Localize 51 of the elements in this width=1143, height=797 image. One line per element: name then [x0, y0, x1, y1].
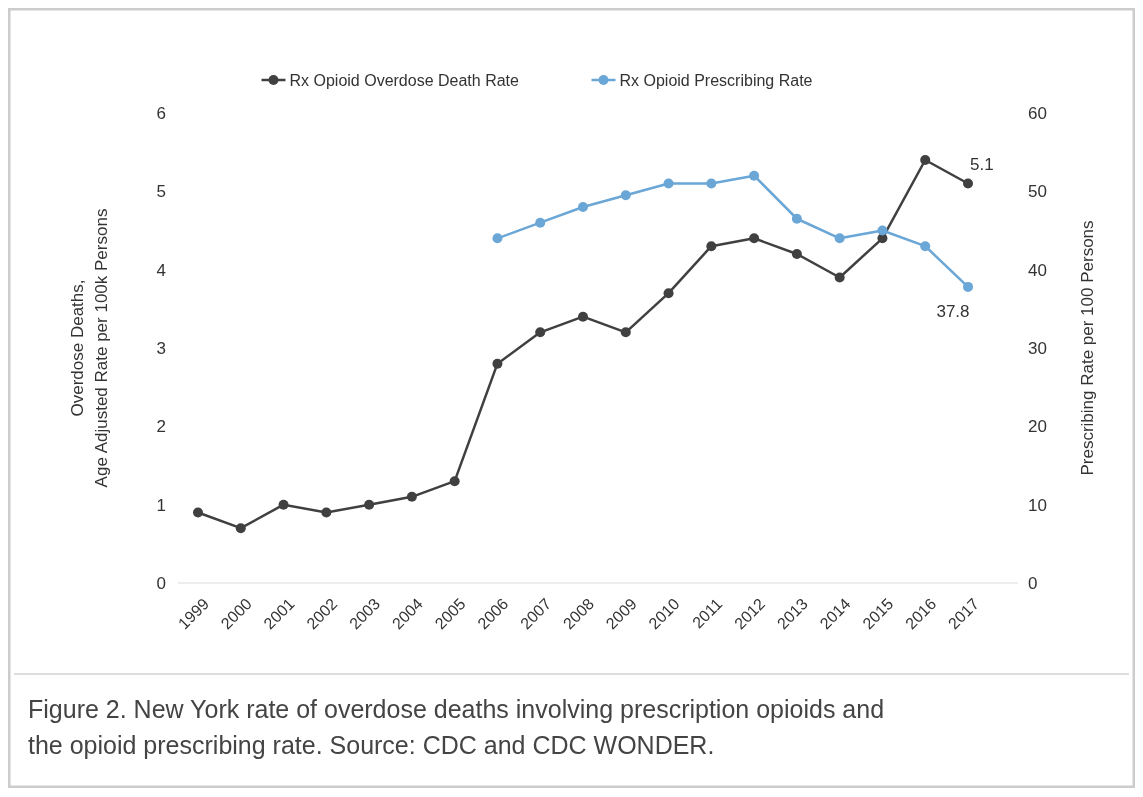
point: [749, 233, 760, 244]
point: [492, 358, 503, 369]
point: [535, 327, 546, 338]
point: [364, 499, 375, 510]
y2-tick-label: 20: [1028, 417, 1047, 437]
y2-tick-label: 50: [1028, 182, 1047, 202]
point: [749, 170, 760, 181]
point: [920, 241, 931, 252]
y-tick-label: 0: [156, 573, 166, 593]
point: [535, 217, 546, 228]
y2-tick-label: 10: [1028, 495, 1047, 515]
point: [449, 476, 460, 487]
y-tick-label: 1: [156, 495, 166, 515]
y-axis-title: Overdose Deaths, Age Adjusted Rate per 100k Persons: [68, 208, 111, 488]
data-label: 37.8: [936, 301, 970, 321]
y-tick-label: 5: [156, 182, 166, 202]
point: [321, 507, 332, 518]
y2-tick-label: 0: [1028, 573, 1038, 593]
y-tick-label: 6: [156, 103, 166, 123]
point: [620, 190, 631, 201]
point: [706, 241, 717, 252]
point: [492, 233, 503, 244]
point: [791, 213, 802, 224]
point: [877, 225, 888, 236]
point: [235, 523, 246, 534]
data-label: 5.1: [970, 154, 994, 174]
point: [578, 311, 588, 322]
point: [963, 178, 973, 189]
y2-tick-label: 60: [1028, 103, 1047, 123]
point: [663, 288, 674, 299]
point: [920, 155, 931, 165]
legend-label: Rx Opioid Overdose Death Rate: [289, 71, 520, 89]
y-tick-label: 3: [156, 338, 166, 358]
point: [578, 202, 588, 212]
point: [278, 499, 289, 510]
point: [834, 233, 845, 244]
point: [706, 178, 717, 189]
legend-label: Rx Opioid Prescribing Rate: [619, 71, 813, 89]
y-tick-label: 4: [156, 260, 166, 280]
point: [620, 327, 631, 338]
point: [834, 272, 845, 283]
point: [406, 491, 417, 502]
y2-axis-title: Prescribing Rate per 100 Persons: [1078, 220, 1097, 476]
y-tick-label: 2: [156, 417, 166, 437]
y2-tick-label: 40: [1028, 260, 1047, 280]
point: [193, 507, 203, 518]
point: [963, 281, 973, 292]
point: [791, 249, 802, 259]
y2-tick-label: 30: [1028, 338, 1047, 358]
point: [663, 178, 674, 189]
caption: Figure 2. New York rate of overdose deaths involving prescription opioids and the opioid prescribing rate. Source: CDC and CDC WONDER.: [28, 695, 885, 759]
